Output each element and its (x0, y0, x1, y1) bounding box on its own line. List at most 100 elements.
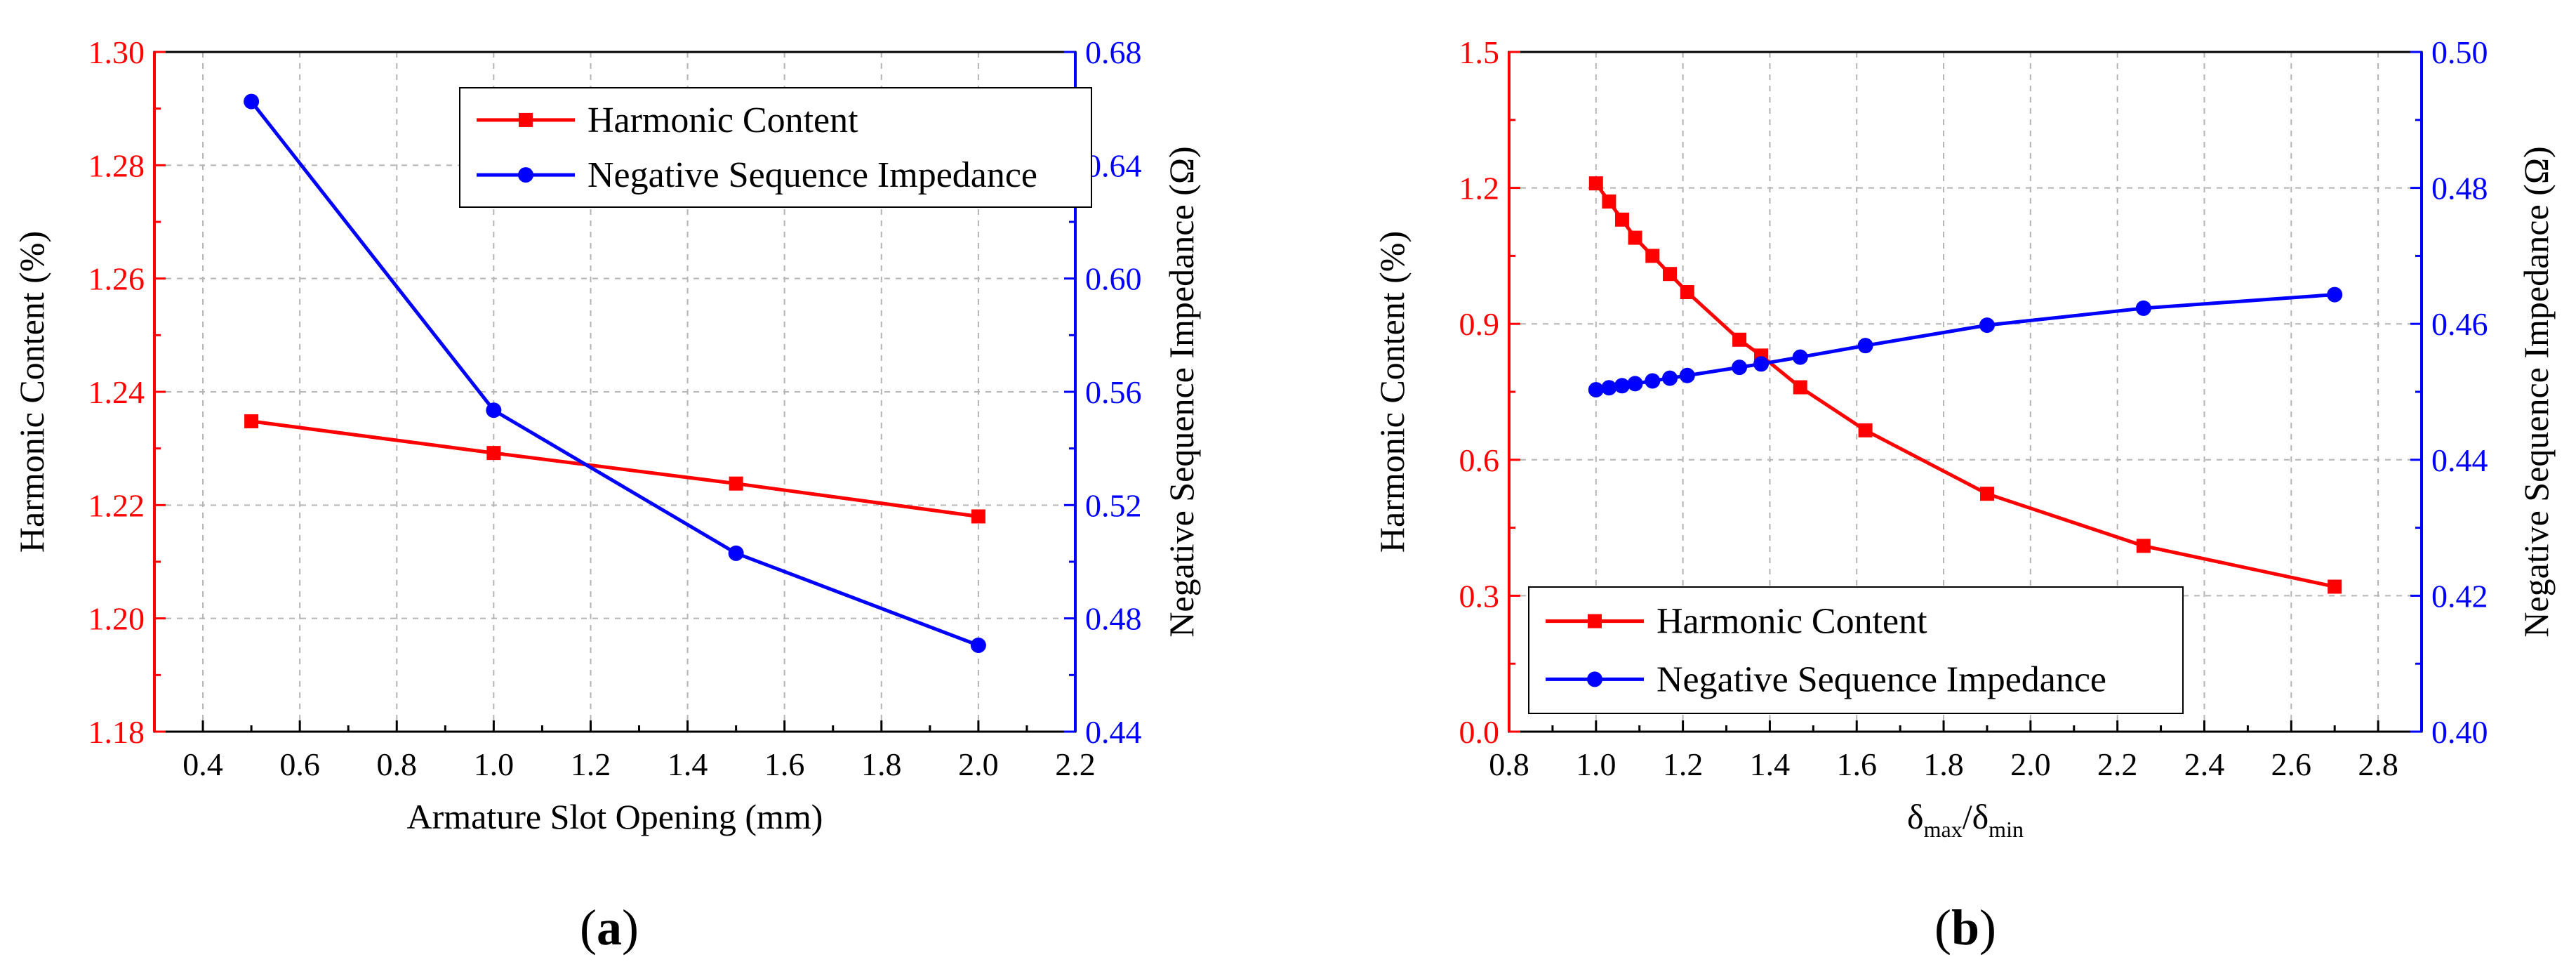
left-y-tick-label: 1.26 (88, 261, 145, 297)
x-tick-label: 0.6 (279, 746, 320, 782)
data-point (1628, 230, 1642, 245)
left-y-tick-label: 1.30 (88, 34, 145, 70)
x-tick-label: 2.0 (958, 746, 999, 782)
series-harmonic-content (1588, 176, 2342, 594)
legend: Harmonic Content Negative Sequence Impeda… (1528, 586, 2184, 714)
data-point (244, 93, 260, 110)
x-tick-label: 1.4 (668, 746, 708, 782)
data-point (1680, 285, 1694, 300)
data-point (1679, 367, 1695, 383)
right-y-tick-labels: 0.40 0.42 0.44 0.46 0.48 0.50 (2431, 34, 2488, 750)
data-point (729, 476, 743, 491)
left-y-tick-label: 1.24 (88, 374, 145, 410)
left-y-tick-label: 0.3 (1459, 578, 1500, 614)
data-point (1857, 338, 1873, 354)
data-point (1732, 332, 1747, 347)
legend-item: Harmonic Content (477, 100, 858, 140)
left-y-axis-title: Harmonic Content (%) (12, 231, 51, 553)
data-point (2327, 286, 2343, 303)
x-tick-label: 1.6 (1836, 746, 1877, 782)
legend-marker (1587, 671, 1602, 687)
x-tick-label: 1.8 (861, 746, 902, 782)
data-point (1601, 380, 1617, 396)
left-y-tick-labels: 0.0 0.3 0.6 0.9 1.2 1.5 (1459, 34, 1500, 750)
data-point (971, 509, 985, 524)
legend-label: Negative Sequence Impedance (587, 155, 1037, 195)
x-axis-title: Armature Slot Opening (mm) (407, 797, 823, 836)
series-layer (244, 93, 986, 653)
data-point (2136, 539, 2151, 553)
x-tick-labels: 0.4 0.6 0.8 1.0 1.2 1.4 1.6 1.8 2.0 2.2 (182, 746, 1095, 782)
series-harmonic-content (244, 414, 985, 524)
panel-label-b: (b) (1934, 899, 1996, 956)
data-point (1627, 376, 1643, 392)
left-y-tick-label: 0.6 (1459, 442, 1500, 478)
legend-marker (518, 167, 533, 183)
x-tick-label: 0.8 (1489, 746, 1529, 782)
series-line (251, 419, 979, 518)
x-tick-labels: 0.8 1.0 1.2 1.4 1.6 1.8 2.0 2.2 2.4 2.6 2.8 (1489, 746, 2398, 782)
left-y-tick-label: 1.20 (88, 601, 145, 637)
chart-panel-a: 0.4 0.6 0.8 1.0 1.2 1.4 1.6 1.8 2.0 2.2 1.181.201… (12, 34, 1201, 956)
data-point (1753, 356, 1770, 372)
legend-item: Negative Sequence Impedance (477, 155, 1037, 195)
legend-label: Harmonic Content (1657, 602, 1927, 642)
data-point (486, 402, 502, 418)
right-y-axis-title: Negative Sequence Impedance (Ω) (1162, 146, 1201, 637)
data-point (1645, 373, 1661, 389)
right-y-tick-labels: 0.44 0.48 0.52 0.56 0.60 0.64 0.68 (1085, 34, 1142, 750)
right-y-tick-label: 0.44 (1085, 714, 1142, 750)
left-y-tick-label: 1.18 (88, 714, 145, 750)
data-point (1792, 349, 1808, 365)
left-y-tick-label: 0.0 (1459, 714, 1500, 750)
data-point (1662, 370, 1678, 386)
x-tick-label: 2.6 (2271, 746, 2312, 782)
right-y-tick-label: 0.56 (1085, 374, 1142, 410)
legend-label: Negative Sequence Impedance (1657, 659, 2106, 699)
left-y-tick-label: 1.2 (1459, 171, 1500, 206)
legend-box (1528, 586, 2184, 714)
legend-marker (519, 112, 533, 127)
series-layer (1588, 176, 2343, 594)
x-tick-label: 1.2 (1663, 746, 1704, 782)
data-point (2135, 300, 2151, 316)
chart-panel-b: 0.8 1.0 1.2 1.4 1.6 1.8 2.0 2.2 2.4 2.6 2.8 0.0 0.3… (1372, 34, 2556, 956)
legend-item: Negative Sequence Impedance (1546, 659, 2106, 699)
x-tick-label: 2.8 (2358, 746, 2398, 782)
data-point (1588, 382, 1604, 398)
series-line (250, 100, 979, 647)
data-point (486, 446, 501, 461)
x-tick-label: 2.2 (2097, 746, 2138, 782)
data-point (1602, 194, 1616, 209)
data-point (1793, 380, 1807, 395)
left-y-tick-labels: 1.18 1.20 1.22 1.24 1.26 1.28 1.30 (88, 34, 145, 750)
x-tick-label: 1.0 (474, 746, 514, 782)
x-tick-label: 0.8 (377, 746, 418, 782)
x-tick-label: 0.4 (182, 746, 223, 782)
right-y-tick-label: 0.48 (2431, 171, 2488, 206)
data-point (1588, 176, 1603, 191)
data-point (1663, 267, 1678, 282)
series-negative-sequence-impedance (1588, 286, 2343, 398)
data-point (244, 414, 259, 428)
right-y-tick-label: 0.40 (2431, 714, 2488, 750)
tick-marks (1508, 51, 2423, 733)
right-y-tick-label: 0.46 (2431, 306, 2488, 342)
right-y-tick-label: 0.52 (1085, 487, 1142, 523)
legend-item: Harmonic Content (1546, 602, 1927, 642)
x-tick-label: 1.8 (1923, 746, 1964, 782)
series-line (1594, 182, 2335, 588)
right-y-tick-label: 0.64 (1085, 147, 1142, 183)
x-tick-label: 2.4 (2184, 746, 2225, 782)
left-y-tick-label: 1.5 (1459, 34, 1500, 70)
left-y-tick-label: 0.9 (1459, 306, 1500, 342)
right-y-tick-label: 0.48 (1085, 601, 1142, 637)
left-y-axis-title: Harmonic Content (%) (1372, 231, 1412, 553)
right-y-tick-label: 0.50 (2431, 34, 2488, 70)
x-tick-label: 1.2 (571, 746, 611, 782)
data-point (1614, 378, 1630, 394)
left-y-tick-label: 1.28 (88, 147, 145, 183)
legend: Harmonic Content Negative Sequence Impeda… (459, 87, 1092, 208)
data-point (2328, 579, 2342, 594)
x-tick-label: 1.6 (764, 746, 805, 782)
